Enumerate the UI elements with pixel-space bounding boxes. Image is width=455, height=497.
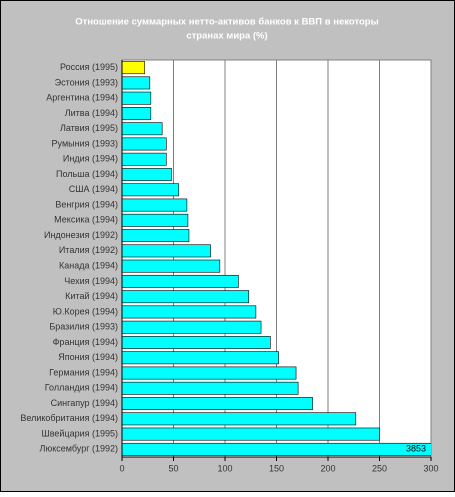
bar bbox=[122, 320, 262, 334]
y-tick-label: Китай (1994) bbox=[65, 291, 118, 301]
y-tick-label: Голландия (1994) bbox=[45, 383, 118, 393]
bar bbox=[122, 76, 151, 90]
x-tick-label: 200 bbox=[320, 463, 335, 473]
bar bbox=[122, 259, 221, 273]
chart-title: странах мира (%) bbox=[186, 31, 267, 42]
chart-title: Отношение суммарных нетто-активов банков… bbox=[75, 17, 378, 28]
bar bbox=[122, 244, 211, 258]
bar bbox=[122, 229, 190, 243]
bar bbox=[122, 213, 189, 227]
bar bbox=[122, 274, 239, 288]
bars bbox=[122, 61, 431, 456]
y-tick-label: Япония (1994) bbox=[58, 352, 118, 362]
data-label: 3853 bbox=[406, 444, 426, 454]
y-tick-label: Бразилия (1993) bbox=[49, 322, 118, 332]
bar bbox=[122, 61, 145, 75]
bar bbox=[122, 122, 163, 136]
y-tick-label: США (1994) bbox=[69, 184, 118, 194]
bar bbox=[122, 336, 271, 349]
y-tick-label: Литва (1994) bbox=[65, 108, 118, 118]
y-tick-label: Румыния (1993) bbox=[52, 138, 118, 148]
bar bbox=[122, 442, 431, 456]
y-tick-label: Канада (1994) bbox=[59, 261, 118, 271]
x-tick-label: 300 bbox=[423, 463, 438, 473]
bar bbox=[122, 397, 313, 410]
bar bbox=[122, 427, 380, 441]
y-tick-label: Ю.Корея (1994) bbox=[53, 306, 118, 316]
bar bbox=[122, 366, 297, 380]
y-tick-label: Эстония (1993) bbox=[55, 77, 118, 87]
bar bbox=[122, 305, 257, 319]
bar bbox=[122, 152, 167, 166]
bar bbox=[122, 198, 188, 212]
y-tick-label: Сингапур (1994) bbox=[51, 398, 118, 408]
y-tick-label: Венгрия (1994) bbox=[55, 199, 118, 209]
bar bbox=[122, 168, 172, 181]
bar bbox=[122, 137, 167, 151]
bar bbox=[122, 107, 152, 120]
bar bbox=[122, 183, 179, 197]
y-tick-label: Франция (1994) bbox=[53, 337, 118, 347]
x-tick-label: 100 bbox=[217, 463, 232, 473]
y-tick-label: Великобритания (1994) bbox=[20, 413, 118, 423]
bar bbox=[122, 351, 279, 365]
y-tick-label: Индия (1994) bbox=[63, 154, 118, 164]
y-tick-label: Индонезия (1992) bbox=[44, 230, 118, 240]
x-tick-label: 50 bbox=[168, 463, 178, 473]
y-tick-label: Швейцария (1995) bbox=[41, 428, 118, 438]
y-tick-label: Чехия (1994) bbox=[64, 276, 118, 286]
x-tick-label: 150 bbox=[269, 463, 284, 473]
bar bbox=[122, 412, 357, 426]
bar bbox=[122, 290, 249, 304]
x-tick-label: 250 bbox=[372, 463, 387, 473]
bar bbox=[122, 91, 152, 105]
y-tick-label: Люксембург (1992) bbox=[40, 444, 118, 454]
y-tick-label: Аргентина (1994) bbox=[46, 93, 118, 103]
x-tick-label: 0 bbox=[119, 463, 124, 473]
y-tick-label: Германия (1994) bbox=[49, 367, 118, 377]
y-tick-label: Польша (1994) bbox=[56, 169, 118, 179]
y-tick-label: Россия (1995) bbox=[60, 62, 118, 72]
bar bbox=[122, 381, 299, 395]
y-tick-label: Мексика (1994) bbox=[54, 215, 118, 225]
y-tick-label: Италия (1992) bbox=[59, 245, 118, 255]
y-tick-label: Латвия (1995) bbox=[60, 123, 118, 133]
